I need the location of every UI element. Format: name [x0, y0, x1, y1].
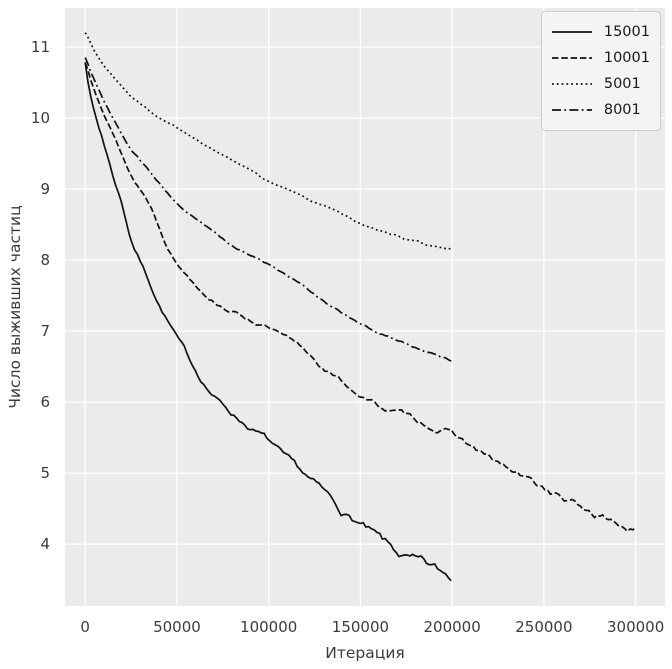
x-tick-label: 0	[80, 618, 90, 636]
y-tick-label: 9	[40, 180, 50, 199]
x-tick-label: 100000	[240, 618, 298, 636]
legend-item-8001: 8001	[551, 97, 650, 123]
y-tick-label: 6	[40, 393, 50, 412]
y-tick-label: 8	[40, 251, 50, 270]
x-tick-label: 200000	[423, 618, 481, 636]
x-tick-label: 50000	[153, 618, 201, 636]
series-line-10001	[84, 62, 637, 533]
x-axis-label: Итерация	[325, 644, 405, 662]
x-tick-label: 250000	[515, 618, 573, 636]
legend-label: 8001	[603, 101, 641, 118]
x-tick-label: 150000	[331, 618, 390, 636]
legend-label: 5001	[603, 75, 641, 92]
y-tick-label: 4	[40, 535, 50, 554]
y-tick-label: 10	[30, 109, 50, 128]
legend-item-10001: 10001	[551, 45, 650, 71]
chart-canvas	[65, 8, 665, 606]
dashdot-line-style-icon	[551, 109, 592, 111]
x-tick-label: 300000	[607, 618, 665, 636]
y-tick-label: 5	[40, 464, 50, 483]
series-line-15001	[84, 62, 452, 582]
dashed-line-style-icon	[551, 57, 592, 59]
legend-label: 10001	[603, 49, 650, 66]
legend-label: 15001	[603, 23, 650, 40]
y-tick-label: 11	[30, 38, 50, 57]
legend-item-5001: 5001	[551, 71, 650, 97]
series-line-5001	[84, 32, 452, 251]
solid-line-style-icon	[551, 31, 592, 33]
legend: 15001 10001 5001 8001	[540, 11, 661, 131]
series-line-8001	[84, 57, 452, 362]
dotted-line-style-icon	[551, 83, 592, 85]
legend-item-15001: 15001	[551, 19, 650, 45]
y-tick-label: 7	[40, 322, 50, 341]
y-axis-label: Число выживших частиц	[6, 205, 24, 409]
